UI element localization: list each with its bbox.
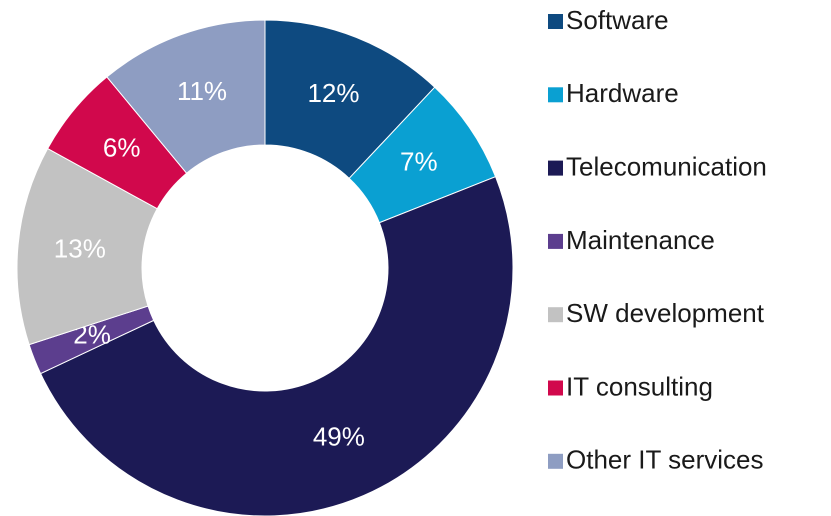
data-label: 7%: [400, 146, 438, 176]
slice: [106, 19, 266, 174]
legend-label: IT consulting: [566, 371, 713, 401]
legend-swatch: [548, 233, 563, 249]
slice: [16, 147, 158, 346]
legend-label: Maintenance: [566, 225, 715, 255]
data-label: 49%: [313, 422, 365, 452]
legend-label: SW development: [566, 298, 765, 328]
legend-swatch: [548, 453, 563, 469]
data-label: 6%: [103, 132, 141, 162]
data-label: 11%: [177, 76, 227, 106]
legend-swatch: [548, 14, 563, 29]
data-label: 12%: [307, 78, 359, 108]
legend-label: Other IT services: [566, 445, 763, 475]
slice: [39, 176, 514, 516]
legend-label: Software: [566, 5, 669, 35]
legend-label: Telecomunication: [566, 151, 767, 181]
legend-swatch: [548, 307, 563, 323]
legend-swatch: [548, 380, 563, 396]
legend-swatch: [548, 87, 563, 103]
legend-swatch: [548, 160, 563, 176]
data-label: 13%: [54, 233, 106, 263]
legend-label: Hardware: [566, 78, 679, 108]
